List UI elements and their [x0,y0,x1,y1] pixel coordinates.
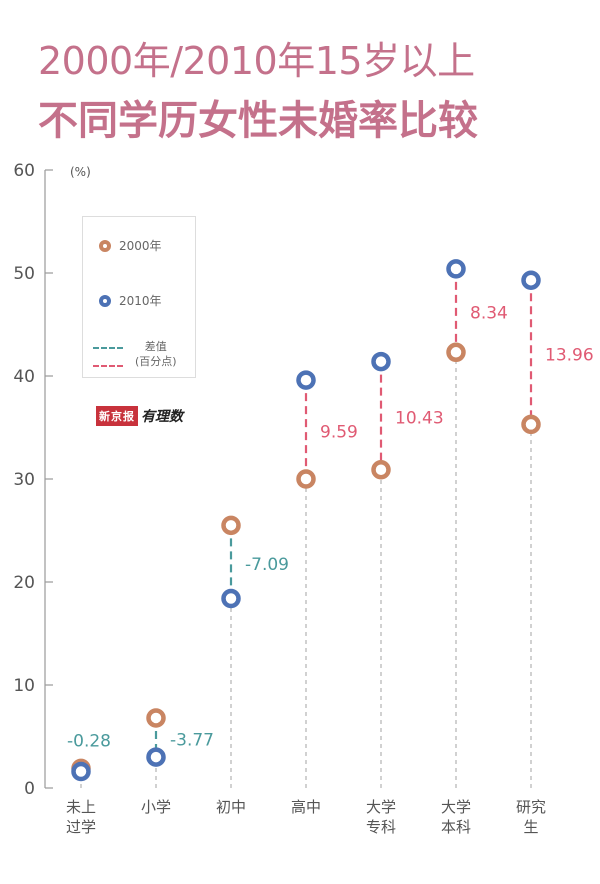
point-2000 [446,342,466,363]
difference-label: 10.43 [395,409,444,429]
x-category-label: 本科 [441,818,471,836]
chart-title-line1: 2000年/2010年15岁以上 [38,39,475,83]
point-2010 [221,588,241,609]
point-2000 [521,414,541,435]
point-2010 [446,259,466,279]
legend-diff-unit: (百分点) [135,355,177,368]
x-category-label: 未上 [66,798,96,816]
difference-label: 8.34 [470,304,508,324]
x-category-label: 研究 [516,798,546,816]
legend-item-2010: 2010年 [83,292,162,309]
x-category-label: 初中 [216,798,246,816]
difference-label: -7.09 [245,555,289,575]
x-category-label: 过学 [66,818,96,836]
point-2010 [521,270,541,290]
legend-2000-marker-icon [99,239,111,252]
y-tick-label: 0 [24,779,35,799]
point-2010 [371,351,391,372]
chart-title-line2: 不同学历女性未婚率比较 [38,98,478,144]
x-category-label: 大学 [441,798,471,816]
point-2000 [296,469,316,489]
difference-label: -0.28 [67,731,111,751]
x-category-label: 生 [523,818,538,836]
point-2010 [71,761,91,782]
difference-label: -3.77 [170,731,214,751]
point-2010 [296,370,316,390]
y-tick-label: 20 [13,573,35,593]
point-2000 [221,515,241,536]
y-tick-label: 60 [13,161,35,181]
legend: 2000年 2010年 差值 (百分点) [82,216,196,378]
difference-label: 13.96 [545,345,594,365]
legend-2010-label: 2010年 [119,294,162,308]
legend-diff-label: 差值 (百分点) [135,339,177,369]
x-category-label: 小学 [141,798,171,816]
point-2000 [146,708,166,728]
legend-2010-marker-icon [99,294,111,307]
point-2010 [146,747,166,767]
legend-diff-pos-line-icon [83,365,123,367]
logo-tag: 有理数 [141,409,183,425]
logo-brand: 新京报 [96,406,138,426]
legend-item-2000: 2000年 [83,237,162,254]
y-tick-label: 50 [13,264,35,284]
logo: 新京报 有理数 [96,406,183,426]
y-tick-label: 40 [13,367,35,387]
legend-2000-label: 2000年 [119,239,162,253]
point-2000 [371,459,391,480]
x-category-label: 高中 [291,798,321,816]
legend-diff-title: 差值 [144,340,167,353]
x-category-label: 大学 [366,798,396,816]
x-category-label: 专科 [366,818,396,836]
legend-diff-neg-line-icon [83,347,123,349]
difference-label: 9.59 [320,423,358,443]
y-tick-label: 10 [13,676,35,696]
y-tick-label: 30 [13,470,35,490]
y-axis-unit-label: (%) [70,165,91,179]
